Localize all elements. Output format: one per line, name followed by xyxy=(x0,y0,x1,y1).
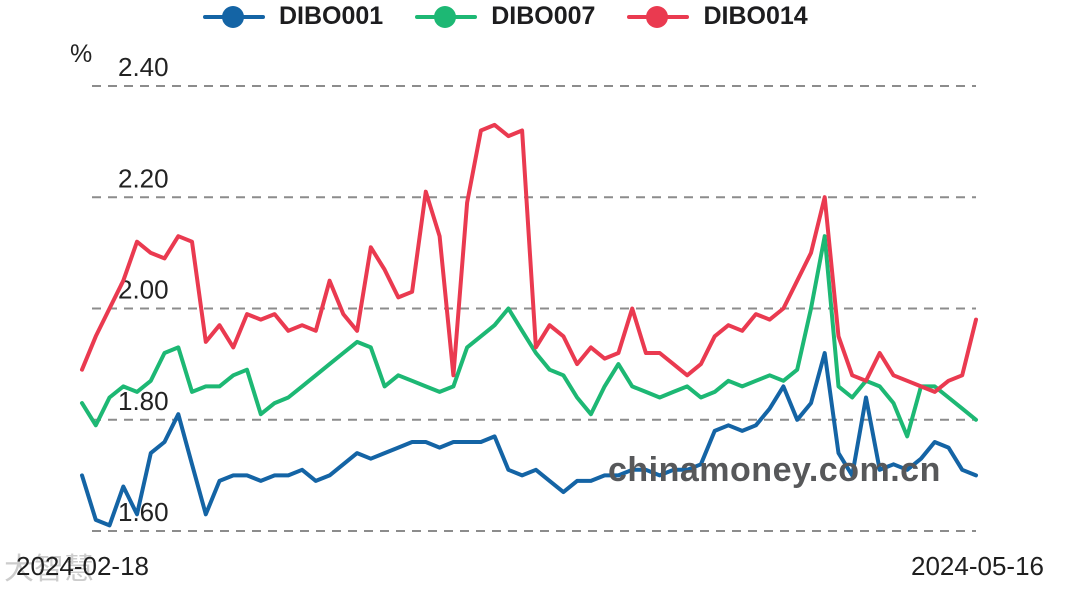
legend-marker-icon xyxy=(627,5,690,29)
legend-label: DIBO007 xyxy=(491,2,596,30)
y-tick-label: 1.80 xyxy=(118,386,169,416)
series-line-dibo007 xyxy=(80,234,978,439)
legend-marker-icon xyxy=(203,5,265,29)
site-watermark: chinamoney.com.cn xyxy=(608,451,941,489)
legend-dot-icon xyxy=(222,5,244,28)
legend: DIBO001 DIBO007 DIBO014 xyxy=(203,2,808,31)
legend-label: DIBO014 xyxy=(703,2,808,30)
y-axis-unit-label: % xyxy=(70,40,93,68)
legend-marker-icon xyxy=(415,5,478,29)
y-tick-label: 1.60 xyxy=(118,497,169,527)
series-line-dibo014 xyxy=(80,122,978,394)
y-tick-label: 2.00 xyxy=(118,275,169,305)
y-tick-label: 2.40 xyxy=(118,52,169,82)
y-tick-label: 2.20 xyxy=(118,163,169,193)
legend-item-dibo014[interactable]: DIBO014 xyxy=(627,2,808,31)
x-axis-start-date: 2024-02-18 xyxy=(16,551,149,581)
legend-dot-icon xyxy=(646,5,669,28)
legend-dot-icon xyxy=(434,5,457,28)
legend-item-dibo001[interactable]: DIBO001 xyxy=(203,2,383,31)
legend-item-dibo007[interactable]: DIBO007 xyxy=(415,2,595,31)
x-axis-end-date: 2024-05-16 xyxy=(911,551,1044,581)
series-line-dibo001 xyxy=(80,351,978,528)
corner-logo-watermark: 大智慧 xyxy=(4,553,94,586)
legend-label: DIBO001 xyxy=(279,2,384,30)
